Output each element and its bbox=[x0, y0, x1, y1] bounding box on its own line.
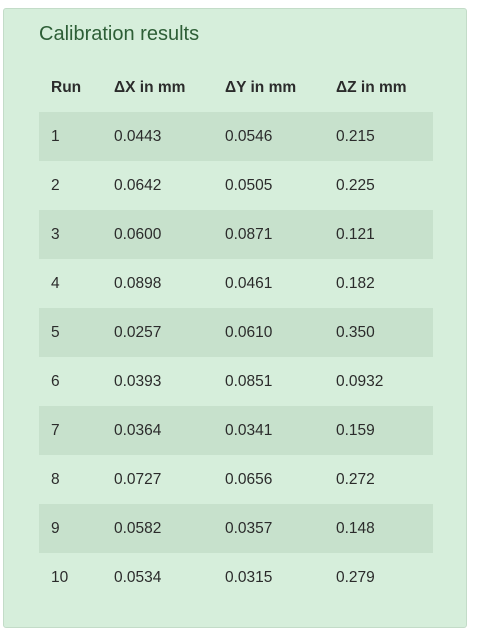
table-row: 5 0.0257 0.0610 0.350 bbox=[39, 308, 433, 357]
cell-delta-x: 0.0257 bbox=[102, 308, 213, 357]
table-row: 3 0.0600 0.0871 0.121 bbox=[39, 210, 433, 259]
calibration-table: Run ΔX in mm ΔY in mm ΔZ in mm 1 0.0443 0.… bbox=[39, 63, 433, 602]
cell-run: 10 bbox=[51, 568, 69, 586]
table-row: 1 0.0443 0.0546 0.215 bbox=[39, 112, 433, 161]
table-row: 8 0.0727 0.0656 0.272 bbox=[39, 455, 433, 504]
cell-delta-z: 0.279 bbox=[336, 568, 375, 586]
cell-delta-x: 0.0898 bbox=[114, 274, 162, 292]
cell-delta-x: 0.0582 bbox=[102, 504, 213, 553]
table-row: 10 0.0534 0.0315 0.279 bbox=[39, 553, 433, 602]
cell-delta-y: 0.0610 bbox=[213, 308, 324, 357]
cell-delta-y: 0.0546 bbox=[213, 112, 324, 161]
table-row: 6 0.0393 0.0851 0.0932 bbox=[39, 357, 433, 406]
cell-delta-x: 0.0600 bbox=[102, 210, 213, 259]
cell-delta-z: 0.159 bbox=[324, 406, 433, 455]
cell-delta-y: 0.0851 bbox=[225, 372, 273, 390]
cell-run: 3 bbox=[39, 210, 102, 259]
cell-delta-z: 0.225 bbox=[336, 176, 375, 194]
cell-run: 8 bbox=[51, 470, 60, 488]
table-row: 4 0.0898 0.0461 0.182 bbox=[39, 259, 433, 308]
cell-run: 1 bbox=[39, 112, 102, 161]
cell-delta-x: 0.0534 bbox=[114, 568, 162, 586]
cell-delta-z: 0.350 bbox=[324, 308, 433, 357]
cell-delta-y: 0.0505 bbox=[225, 176, 273, 194]
header-run: Run bbox=[51, 78, 82, 96]
cell-delta-y: 0.0315 bbox=[225, 568, 273, 586]
cell-delta-x: 0.0727 bbox=[114, 470, 162, 488]
cell-run: 6 bbox=[51, 372, 60, 390]
cell-delta-y: 0.0357 bbox=[213, 504, 324, 553]
cell-delta-z: 0.182 bbox=[336, 274, 375, 292]
header-delta-z: ΔZ in mm bbox=[336, 78, 407, 96]
cell-delta-x: 0.0364 bbox=[102, 406, 213, 455]
cell-delta-y: 0.0461 bbox=[225, 274, 273, 292]
cell-delta-x: 0.0642 bbox=[114, 176, 162, 194]
cell-delta-z: 0.215 bbox=[324, 112, 433, 161]
panel-title: Calibration results bbox=[39, 23, 200, 45]
cell-delta-z: 0.0932 bbox=[336, 372, 384, 390]
header-delta-y: ΔY in mm bbox=[225, 78, 297, 96]
table-row: 9 0.0582 0.0357 0.148 bbox=[39, 504, 433, 553]
cell-delta-y: 0.0871 bbox=[213, 210, 324, 259]
cell-run: 7 bbox=[39, 406, 102, 455]
cell-delta-z: 0.121 bbox=[324, 210, 433, 259]
cell-delta-z: 0.272 bbox=[336, 470, 375, 488]
cell-run: 9 bbox=[39, 504, 102, 553]
table-row: 7 0.0364 0.0341 0.159 bbox=[39, 406, 433, 455]
calibration-panel: Calibration results Run ΔX in mm ΔY in m… bbox=[3, 8, 467, 628]
table-row: 2 0.0642 0.0505 0.225 bbox=[39, 161, 433, 210]
table-header-row: Run ΔX in mm ΔY in mm ΔZ in mm bbox=[39, 63, 433, 112]
cell-run: 5 bbox=[39, 308, 102, 357]
cell-delta-x: 0.0443 bbox=[102, 112, 213, 161]
cell-delta-z: 0.148 bbox=[324, 504, 433, 553]
cell-run: 4 bbox=[51, 274, 60, 292]
cell-delta-x: 0.0393 bbox=[114, 372, 162, 390]
cell-run: 2 bbox=[51, 176, 60, 194]
header-delta-x: ΔX in mm bbox=[114, 78, 186, 96]
cell-delta-y: 0.0341 bbox=[213, 406, 324, 455]
cell-delta-y: 0.0656 bbox=[225, 470, 273, 488]
